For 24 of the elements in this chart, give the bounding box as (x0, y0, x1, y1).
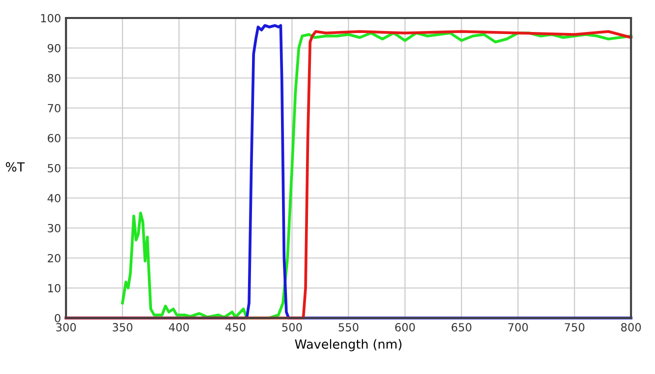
y-tick-label: 50 (48, 164, 60, 172)
y-tick-label: 80 (48, 74, 60, 82)
x-axis-title: Wavelength (nm) (294, 339, 402, 352)
y-tick-label: 70 (48, 104, 60, 112)
x-tick-label: 750 (564, 323, 584, 332)
y-tick-label: 10 (48, 284, 60, 292)
y-tick-label: 60 (48, 134, 60, 142)
x-tick-label: 350 (112, 323, 132, 332)
y-tick-label: 100 (41, 14, 60, 22)
y-tick-label: 20 (48, 254, 60, 262)
x-tick-label: 800 (621, 323, 641, 332)
x-tick-label: 300 (56, 323, 76, 332)
y-tick-label: 40 (48, 194, 60, 202)
y-axis-title: %T (6, 162, 25, 172)
x-tick-label: 450 (225, 323, 246, 332)
x-tick-label: 500 (282, 323, 302, 332)
x-tick-label: 400 (168, 323, 189, 332)
x-tick-label: 550 (338, 323, 358, 332)
y-tick-label: 90 (48, 44, 60, 52)
y-tick-label: 0 (54, 314, 60, 322)
y-tick-label: 30 (48, 224, 60, 232)
x-tick-label: 650 (452, 323, 472, 332)
x-tick-label: 600 (395, 323, 415, 332)
x-tick-label: 700 (508, 323, 528, 332)
